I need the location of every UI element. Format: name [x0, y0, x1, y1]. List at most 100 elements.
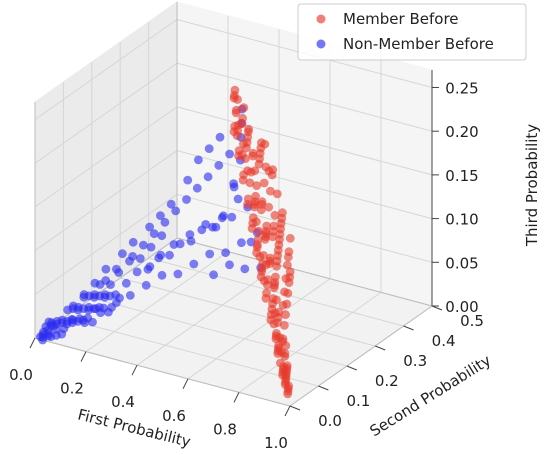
non-member-point-86 — [183, 175, 193, 185]
non-member-point-90 — [114, 268, 124, 277]
non-member-point-66 — [192, 183, 202, 193]
y-tick-mark — [375, 345, 386, 351]
x-tick-label: 0.0 — [9, 366, 33, 384]
non-member-point-25 — [100, 292, 110, 302]
member-point-43 — [239, 139, 248, 149]
member-point-84 — [283, 252, 293, 262]
member-point-122 — [281, 310, 290, 320]
member-point-55 — [247, 224, 257, 233]
y-tick-label: 0.2 — [375, 372, 399, 390]
non-member-point-41 — [51, 324, 61, 334]
y-tick-label: 0.5 — [460, 312, 484, 330]
non-member-point-5 — [46, 332, 56, 342]
x-tick-label: 0.6 — [162, 407, 186, 425]
x-tick-mark — [29, 337, 36, 349]
non-member-point-111 — [185, 230, 195, 239]
z-tick-label: 0.05 — [445, 254, 478, 272]
non-member-point-73 — [173, 269, 183, 279]
y-tick-mark — [431, 305, 443, 311]
y-tick-label: 0.4 — [432, 332, 456, 350]
non-member-point-40 — [43, 325, 53, 335]
non-member-point-112 — [201, 220, 211, 229]
member-point-115 — [266, 315, 276, 325]
non-member-point-74 — [189, 259, 199, 269]
back-grid-z — [176, 193, 433, 263]
y-tick-label: 0.0 — [318, 412, 342, 430]
non-member-point-75 — [205, 249, 215, 259]
member-point-89 — [254, 159, 264, 169]
member-point-0 — [283, 389, 293, 399]
non-member-point-42 — [59, 324, 69, 334]
floor-grid-y — [63, 317, 319, 387]
x-tick-label: 0.4 — [111, 393, 135, 411]
y-tick-mark — [346, 365, 357, 371]
non-member-point-28 — [106, 280, 115, 289]
non-member-point-72 — [157, 270, 167, 280]
legend-box — [297, 3, 527, 61]
back-grid-z — [176, 62, 433, 132]
x-tick-label: 1.0 — [264, 434, 288, 452]
non-member-point-102 — [96, 308, 105, 318]
x-tick-mark — [233, 392, 240, 403]
non-member-point-108 — [233, 194, 243, 204]
left-grid-z — [34, 19, 178, 120]
non-member-point-70 — [125, 291, 135, 300]
member-point-112 — [231, 108, 241, 118]
floor-grid-y — [148, 257, 404, 327]
non-member-point-115 — [38, 335, 47, 345]
x-tick-mark — [182, 378, 189, 390]
x-tick-label: 0.8 — [213, 420, 237, 438]
non-member-point-76 — [221, 248, 231, 258]
member-point-127 — [261, 162, 271, 172]
non-member-point-89 — [215, 132, 225, 142]
member-point-48 — [229, 93, 239, 103]
non-member-point-88 — [204, 144, 214, 154]
non-member-point-104 — [112, 298, 121, 308]
y-axis-label: Second Probability — [367, 351, 495, 440]
member-point-50 — [261, 294, 271, 303]
floor-grid-x — [85, 251, 229, 353]
non-member-point-129 — [209, 270, 219, 280]
non-member-point-19 — [84, 305, 93, 315]
member-point-61 — [234, 151, 243, 161]
non-member-point-22 — [89, 292, 99, 302]
member-point-81 — [280, 321, 289, 330]
non-member-point-68 — [214, 161, 224, 170]
non-member-point-79 — [217, 213, 227, 223]
y-tick-label: 0.1 — [346, 392, 370, 410]
member-point-6 — [280, 380, 290, 389]
member-point-32 — [260, 235, 270, 244]
member-point-87 — [264, 202, 274, 212]
member-point-137 — [276, 358, 285, 368]
member-point-77 — [283, 260, 292, 270]
member-point-53 — [252, 248, 261, 258]
non-member-point-93 — [146, 242, 156, 252]
grid-lines — [34, 2, 433, 407]
non-member-point-51 — [132, 267, 142, 277]
member-point-79 — [285, 233, 295, 243]
member-point-157 — [272, 189, 282, 199]
z-tick-label: 0.15 — [445, 167, 478, 185]
z-tick-label: 0.10 — [445, 211, 478, 229]
non-member-point-106 — [227, 212, 237, 222]
z-axis-label: Third Probability — [523, 124, 541, 247]
non-member-point-91 — [125, 256, 134, 266]
non-member-point-87 — [194, 155, 203, 165]
non-member-point-85 — [166, 199, 176, 209]
floor-grid-x — [136, 264, 280, 366]
left-grid-z — [34, 193, 178, 295]
x-tick-mark — [284, 405, 291, 417]
non-member-point-77 — [237, 238, 246, 248]
member-point-80 — [278, 300, 288, 310]
y-tick-mark — [318, 385, 329, 391]
z-tick-label: 0.00 — [445, 298, 478, 316]
member-point-76 — [281, 274, 291, 283]
non-member-point-114 — [145, 262, 155, 271]
non-member-point-64 — [171, 206, 181, 216]
floor-grid-y — [120, 277, 376, 347]
data-points — [36, 85, 295, 399]
non-member-point-56 — [186, 236, 196, 246]
member-point-125 — [270, 210, 280, 220]
non-member-point-50 — [121, 278, 131, 288]
